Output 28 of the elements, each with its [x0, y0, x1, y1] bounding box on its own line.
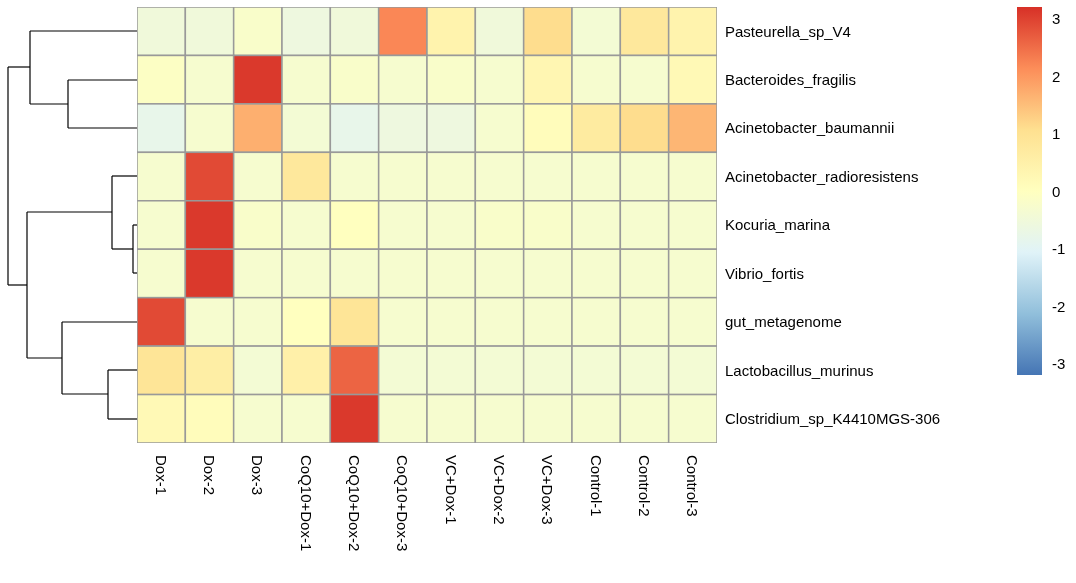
y-tick-label: Kocuria_marina	[725, 216, 831, 234]
y-tick-label: Bacteroides_fragilis	[725, 70, 856, 88]
x-tick-label: Dox-3	[249, 455, 267, 496]
color-bar-label: -2	[1052, 297, 1066, 315]
x-tick-label: Dox-1	[152, 455, 170, 496]
y-tick-label: Vibrio_fortis	[725, 264, 804, 282]
y-tick-label: Clostridium_sp_K4410MGS-306	[725, 410, 941, 428]
x-tick-label: Control-1	[587, 455, 605, 517]
x-tick-label: Control-3	[684, 455, 702, 517]
x-tick-label: VC+Dox-3	[539, 455, 557, 525]
color-bar-label: 1	[1052, 125, 1061, 142]
y-tick-label: Lactobacillus_murinus	[725, 361, 874, 379]
color-bar-label: 2	[1052, 67, 1061, 85]
x-tick-label: Control-2	[636, 455, 653, 517]
y-tick-label: Acinetobacter_baumannii	[725, 119, 895, 137]
color-bar-label: 3	[1052, 10, 1061, 27]
color-bar-label: -3	[1052, 355, 1066, 372]
y-tick-label: Pasteurella_sp_V4	[725, 22, 851, 40]
y-tick-label: gut_metagenome	[725, 313, 842, 331]
x-tick-label: Dox-2	[201, 455, 218, 496]
color-bar-label: -1	[1052, 240, 1066, 257]
x-tick-label: CoQ10+Dox-1	[297, 455, 315, 552]
y-tick-label: Acinetobacter_radioresistens	[725, 167, 919, 185]
x-tick-label: VC+Dox-2	[491, 455, 508, 525]
x-tick-label: VC+Dox-1	[442, 455, 460, 525]
x-tick-label: CoQ10+Dox-2	[346, 455, 363, 552]
color-bar-label: 0	[1052, 182, 1061, 200]
x-tick-label: CoQ10+Dox-3	[394, 455, 412, 552]
